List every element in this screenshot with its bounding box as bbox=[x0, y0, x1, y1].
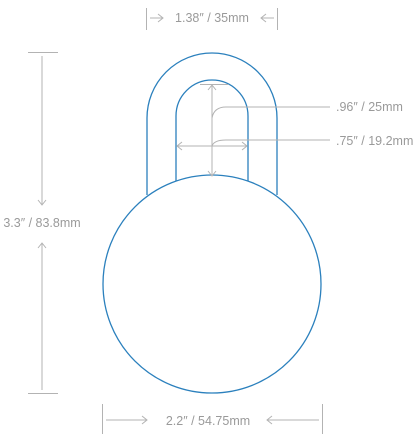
shackle-width-label: 1.38″ / 35mm bbox=[175, 11, 249, 25]
arrowhead-right-icon bbox=[141, 415, 148, 425]
overall-height-label: 3.3″ / 83.8mm bbox=[3, 216, 80, 230]
inner-height-leader bbox=[211, 106, 330, 119]
arrowhead-up-icon bbox=[37, 242, 47, 249]
inner-height-label: .96″ / 25mm bbox=[336, 100, 403, 114]
arrowhead-left-icon bbox=[157, 13, 164, 23]
inner-width-leader bbox=[211, 139, 330, 147]
arrowhead-down-icon bbox=[207, 170, 217, 177]
inner-width-label: .75″ / 19.2mm bbox=[336, 134, 413, 148]
inner-width-dimension bbox=[176, 139, 330, 151]
arrowhead-down-icon bbox=[37, 199, 47, 206]
inner-height-dimension bbox=[200, 84, 330, 177]
shackle-inner-outline bbox=[175, 79, 249, 183]
shackle-width-dimension bbox=[146, 8, 278, 30]
arrowhead-right-icon bbox=[260, 13, 267, 23]
body-width-label: 2.2″ / 54.75mm bbox=[166, 414, 250, 428]
lock-body-circle bbox=[102, 174, 322, 394]
arrowhead-left-icon bbox=[176, 141, 183, 151]
arrowhead-right-icon bbox=[241, 141, 248, 151]
arrowhead-left-icon bbox=[266, 415, 273, 425]
overall-height-dimension bbox=[28, 52, 58, 394]
shackle-outer-outline bbox=[146, 52, 278, 195]
arrowhead-up-icon bbox=[207, 84, 217, 91]
body-width-dimension bbox=[102, 404, 323, 434]
